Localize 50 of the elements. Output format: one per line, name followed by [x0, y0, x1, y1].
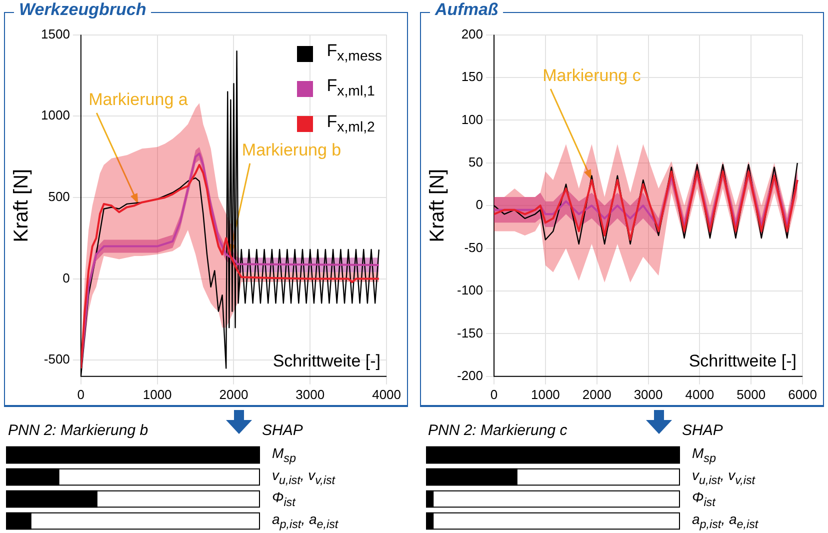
annotation: Markierung a: [88, 90, 188, 110]
y-tick-label: -150: [456, 325, 484, 340]
legend-label: F$_{x,mess}$: [326, 40, 382, 66]
y-tick-label: 500: [48, 189, 70, 204]
legend-label: F$_{x,ml,2}$: [326, 110, 375, 138]
y-tick-label: 150: [461, 69, 484, 84]
x-tick-label: 1000: [142, 386, 172, 402]
x-tick-label: 2000: [582, 386, 612, 402]
x-tick-label: 0: [490, 386, 498, 402]
annotation: Markierung c: [542, 66, 642, 86]
x-tick-label: 4000: [372, 386, 401, 402]
y-tick-label: 1000: [41, 108, 70, 123]
y-tick-label: v$_{u,ist}$, v$_{v,ist}$: [692, 467, 756, 487]
y-tick-label: a$_{p,ist}$, a$_{e,ist}$: [692, 511, 758, 531]
x-axis-title: Schrittweite [-]: [688, 352, 797, 371]
x-tick-label: 6000: [788, 386, 817, 402]
y-tick-label: -500: [44, 352, 70, 367]
x-axis-title: Schrittweite [-]: [272, 352, 381, 371]
x-tick-label: 4000: [685, 386, 714, 402]
y-tick-label: 0: [476, 197, 484, 212]
chart-subtitle: SHAP: [682, 422, 723, 439]
x-tick-label: 1000: [530, 386, 560, 402]
y-tick-label: M$_{sp}$: [272, 445, 296, 465]
y-axis-title: Kraft [N]: [10, 168, 33, 242]
chart-title: Aufmaß: [430, 0, 504, 20]
y-tick-label: M$_{sp}$: [692, 445, 716, 465]
chart-title: PNN 2: Markierung c: [428, 422, 568, 439]
x-tick-label: 3000: [634, 386, 663, 402]
y-tick-label: -200: [456, 368, 484, 383]
y-tick-label: Φ$_{ist}$: [272, 489, 296, 509]
annotation: Markierung b: [242, 140, 342, 160]
legend-label: F$_{x,ml,1}$: [326, 75, 375, 102]
y-tick-label: -100: [456, 282, 484, 298]
x-tick-label: 2000: [219, 386, 248, 402]
chart-subtitle: SHAP: [262, 422, 303, 439]
y-tick-label: 200: [461, 26, 484, 42]
y-tick-label: 100: [461, 112, 484, 127]
y-tick-label: -50: [464, 240, 484, 255]
y-tick-label: Φ$_{ist}$: [692, 489, 716, 509]
y-axis-title: Kraft [N]: [426, 168, 449, 242]
y-tick-label: 0: [62, 270, 70, 286]
x-tick-label: 5000: [736, 386, 766, 402]
chart-title: PNN 2: Markierung b: [8, 422, 148, 439]
x-tick-label: 0: [77, 386, 85, 402]
y-tick-label: a$_{p,ist}$, a$_{e,ist}$: [272, 511, 338, 531]
y-tick-label: 1500: [41, 26, 70, 42]
y-tick-label: v$_{u,ist}$, v$_{v,ist}$: [272, 467, 336, 487]
chart-title: Werkzeugbruch: [14, 0, 152, 20]
x-tick-label: 3000: [296, 386, 325, 402]
y-tick-label: 50: [468, 154, 484, 170]
